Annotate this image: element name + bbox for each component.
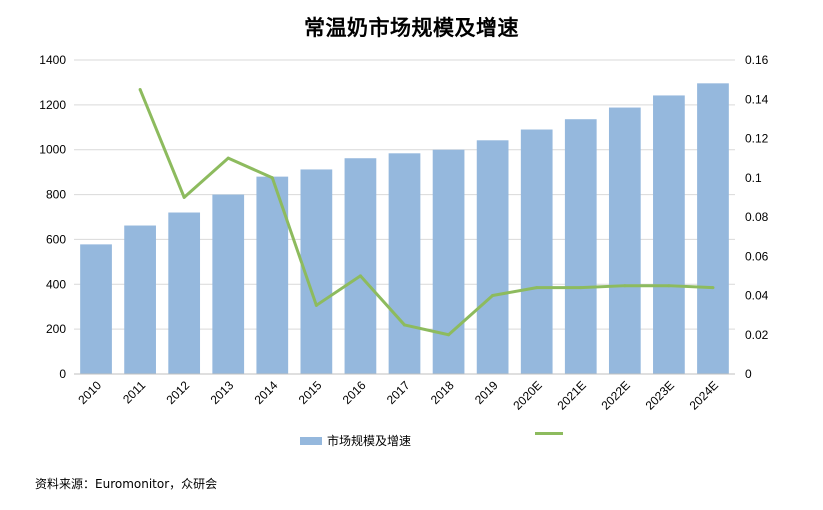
y-left-tick-label: 400	[46, 277, 66, 291]
x-tick-label: 2012	[164, 378, 193, 407]
x-tick-label: 2019	[472, 378, 501, 407]
y-right-tick-label: 0.06	[745, 249, 769, 263]
x-tick-label: 2022E	[599, 378, 633, 412]
y-right-tick-label: 0.14	[745, 92, 769, 106]
growth-point	[182, 195, 186, 199]
growth-line	[138, 88, 714, 337]
bar	[697, 83, 729, 374]
y-left-tick-label: 0	[59, 367, 66, 381]
growth-point	[403, 323, 406, 327]
chart-title: 常温奶市场规模及增速	[304, 16, 519, 40]
x-tick-label: 2018	[428, 378, 457, 407]
growth-point	[535, 286, 539, 290]
growth-point	[491, 294, 495, 297]
bar	[344, 158, 377, 374]
bar	[212, 194, 245, 374]
growth-line-series	[138, 87, 715, 337]
x-tick-label: 2010	[75, 378, 104, 407]
growth-point	[579, 286, 583, 290]
x-tick-label: 2021E	[554, 378, 588, 412]
y-right-tick-label: 0.04	[745, 289, 769, 303]
growth-point	[270, 176, 274, 180]
y-right-tick-label: 0.12	[745, 132, 769, 146]
bar	[168, 212, 201, 374]
growth-point	[226, 156, 230, 160]
growth-point	[138, 87, 142, 91]
growth-point	[623, 284, 627, 288]
y-left-tick-label: 1000	[39, 143, 66, 157]
legend-item-bar: 市场规模及增速	[300, 432, 411, 449]
legend-label-bar: 市场规模及增速	[327, 434, 412, 448]
x-tick-label: 2013	[208, 378, 237, 407]
growth-point	[667, 284, 671, 288]
legend-item-line	[535, 432, 568, 435]
y-right-tick-label: 0.16	[745, 53, 769, 67]
y-left-tick-label: 1200	[39, 98, 66, 112]
growth-point	[711, 286, 715, 290]
legend-swatch-line	[535, 432, 563, 435]
x-tick-label: 2023E	[643, 378, 677, 412]
x-tick-label: 2024E	[687, 378, 721, 412]
y-left-tick-label: 1400	[39, 53, 66, 67]
bar-series	[80, 83, 729, 375]
bar	[476, 140, 509, 374]
bar	[80, 244, 112, 374]
bar	[432, 149, 465, 374]
bar	[653, 95, 685, 375]
x-tick-label: 2015	[296, 378, 325, 407]
x-tick-label: 2016	[340, 378, 369, 407]
growth-point	[314, 303, 318, 307]
x-tick-label: 2017	[384, 378, 413, 407]
bar	[608, 107, 641, 374]
source-note: 资料来源：Euromonitor，众研会	[35, 477, 218, 491]
y-right-tick-label: 0.1	[745, 171, 762, 185]
bar	[124, 225, 156, 374]
legend: 市场规模及增速	[0, 432, 823, 452]
x-tick-label: 2020E	[510, 378, 544, 412]
growth-point	[358, 274, 362, 278]
bar	[564, 119, 597, 374]
bar	[520, 129, 553, 374]
x-tick-label: 2011	[120, 378, 148, 406]
y-left-tick-label: 200	[46, 322, 66, 336]
y-right-tick-label: 0.08	[745, 210, 769, 224]
x-tick-label: 2014	[252, 378, 281, 407]
y-right-tick-label: 0.02	[745, 328, 769, 342]
growth-point	[447, 333, 451, 337]
bar	[388, 153, 421, 374]
y-left-tick-label: 800	[46, 188, 66, 202]
y-right-tick-label: 0	[745, 367, 752, 381]
y-left-tick-label: 600	[46, 232, 66, 246]
legend-swatch-bar	[300, 436, 322, 445]
